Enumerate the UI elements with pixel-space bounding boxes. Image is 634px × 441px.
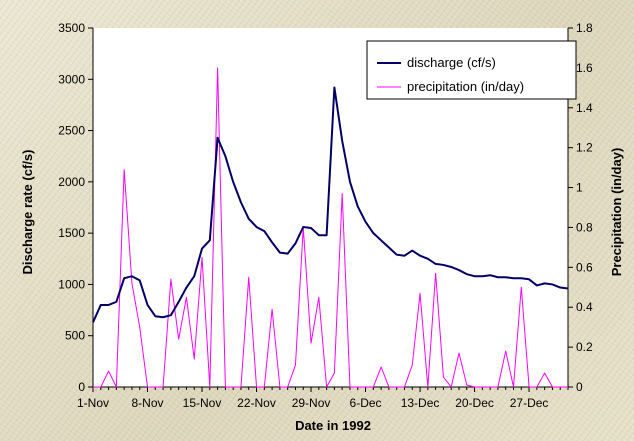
series-line-discharge <box>92 86 569 323</box>
y-left-tick-label: 2500 <box>58 124 85 138</box>
y-right-tick-label: 1.4 <box>576 101 593 115</box>
y-left-tick-label: 500 <box>65 329 85 343</box>
series-layer <box>92 67 569 388</box>
y-left-tick-label: 1500 <box>58 226 85 240</box>
y-left-tick-label: 2000 <box>58 175 85 189</box>
y-axis-right-title: Precipitation (in/day) <box>609 148 624 277</box>
y-right-tick-label: 0 <box>576 380 583 394</box>
legend-box <box>366 40 577 100</box>
x-tick-label: 27-Dec <box>510 396 549 410</box>
y-right-tick-label: 0.6 <box>576 260 593 274</box>
y-right-tick-label: 0.2 <box>576 340 593 354</box>
x-tick-label: 1-Nov <box>77 396 109 410</box>
x-tick-label: 8-Nov <box>132 396 164 410</box>
y-right-tick-label: 1.6 <box>576 61 593 75</box>
legend-label-discharge: discharge (cf/s) <box>407 55 496 70</box>
legend-label-precipitation: precipitation (in/day) <box>407 79 524 94</box>
x-tick-label: 6-Dec <box>350 396 382 410</box>
x-tick-label: 13-Dec <box>401 396 440 410</box>
legend: discharge (cf/s) precipitation (in/day) <box>366 40 577 100</box>
x-tick-label: 15-Nov <box>183 396 222 410</box>
series-line-precipitation <box>93 67 568 388</box>
x-tick-label: 29-Nov <box>292 396 331 410</box>
y-right-tick-label: 0.8 <box>576 220 593 234</box>
x-axis-title: Date in 1992 <box>295 418 371 433</box>
x-tick-label: 20-Dec <box>455 396 494 410</box>
x-tick-label: 22-Nov <box>237 396 276 410</box>
y-left-tick-label: 3000 <box>58 72 85 86</box>
y-axis-left-title: Discharge rate (cf/s) <box>20 150 35 275</box>
y-left-tick-label: 1000 <box>58 277 85 291</box>
y-right-tick-label: 1.2 <box>576 141 593 155</box>
y-right-tick-label: 0.4 <box>576 300 593 314</box>
y-right-tick-label: 1.8 <box>576 21 593 35</box>
y-left-tick-label: 3500 <box>58 21 85 35</box>
y-left-tick-label: 0 <box>78 380 85 394</box>
y-right-tick-label: 1 <box>576 181 583 195</box>
